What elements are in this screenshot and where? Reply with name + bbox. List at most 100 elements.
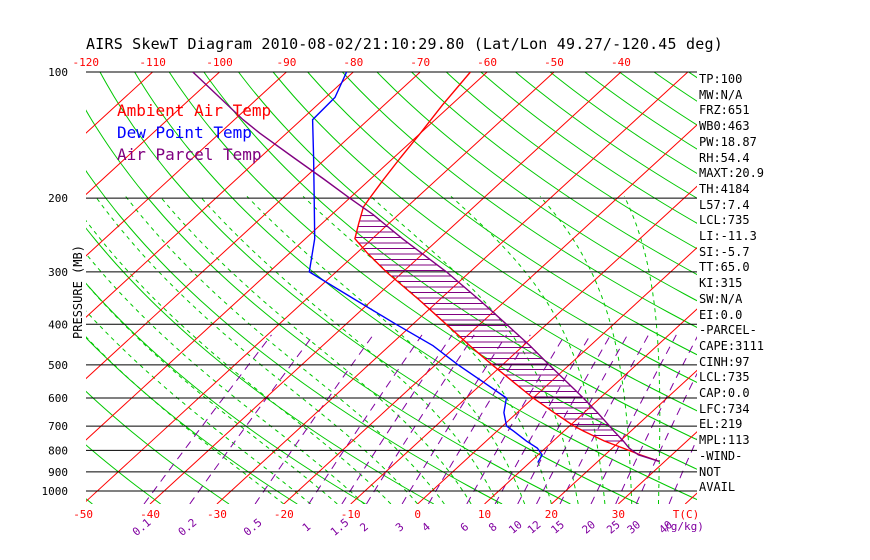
bottom-temp-tick-label: 30	[612, 508, 625, 521]
isotherm-line	[86, 72, 287, 257]
stat-item: CINH:97	[699, 354, 750, 369]
isotherm-line	[0, 72, 19, 504]
mixing-ratio-label: 0.5	[241, 516, 265, 539]
mixing-ratio-label: 8	[486, 520, 499, 534]
moist-adiabat-line	[86, 219, 392, 504]
dry-adiabat-line	[168, 72, 697, 470]
mixing-ratio-label: 20	[580, 518, 599, 536]
isotherm-line	[86, 72, 555, 503]
dry-adiabat-line	[99, 72, 639, 504]
mixing-ratio-line	[536, 334, 628, 504]
mixing-ratio-line	[189, 334, 314, 504]
isotherm-line	[86, 72, 488, 441]
isotherm-line	[86, 72, 220, 196]
stat-item: EI:0.0	[699, 307, 743, 322]
stat-item: FRZ:651	[699, 103, 750, 118]
stat-item: SI:-5.7	[699, 244, 750, 259]
isotherm-line	[484, 308, 697, 504]
top-temp-tick-label: -120	[72, 56, 99, 69]
stat-item: -PARCEL-	[699, 323, 757, 338]
mixing-ratio-line	[341, 334, 453, 504]
bottom-temp-tick-label: 10	[478, 508, 491, 521]
isotherm-line	[283, 124, 697, 504]
mixing-ratio-line	[365, 334, 475, 504]
dry-adiabat-line	[342, 72, 697, 329]
top-temp-tick-label: -50	[544, 56, 564, 69]
dry-adiabat-line	[584, 72, 697, 150]
dry-adiabat-line	[411, 72, 697, 276]
pressure-tick-label: 400	[48, 318, 68, 331]
stat-item: MPL:113	[699, 433, 750, 448]
stat-item: LCL:735	[699, 213, 750, 228]
stat-item: LCL:735	[699, 370, 750, 385]
isotherm-line	[417, 247, 697, 504]
dry-adiabat-line	[480, 72, 697, 224]
stat-item: SW:N/A	[699, 291, 743, 306]
mixing-ratio-line	[466, 334, 566, 504]
legend-item-parcel: Air Parcel Temp	[117, 145, 262, 164]
stat-item: TT:65.0	[699, 260, 750, 275]
mixing-ratio-label: 2	[357, 520, 370, 534]
legend-item-ambient: Ambient Air Temp	[117, 101, 272, 120]
stat-item: WB0:463	[699, 119, 750, 134]
stat-item: RH:54.4	[699, 150, 750, 165]
ambient-temp-line	[354, 72, 660, 463]
dry-adiabat-line	[203, 72, 697, 441]
pressure-tick-label: 300	[48, 266, 68, 279]
dry-adiabat-line	[86, 170, 503, 504]
mixing-ratio-label: 12	[525, 518, 544, 536]
top-temp-tick-label: -60	[477, 56, 497, 69]
stat-item: MAXT:20.9	[699, 166, 765, 181]
stat-item: L57:7.4	[699, 197, 750, 212]
mixing-ratio-unit-label: (g/kg)	[664, 520, 704, 533]
moist-adiabat-line	[86, 310, 311, 504]
pressure-tick-label: 100	[48, 66, 68, 79]
mixing-ratio-line	[517, 334, 612, 504]
mixing-ratio-line	[615, 336, 697, 504]
stat-item: NOT	[699, 464, 721, 479]
mixing-ratio-line	[401, 334, 507, 504]
pressure-tick-label: 200	[48, 192, 68, 205]
stat-item: KI:315	[699, 276, 743, 291]
mixing-ratio-label: 30	[625, 518, 644, 536]
isotherm-line	[617, 431, 697, 504]
isotherm-line	[149, 72, 622, 504]
mixing-ratio-line	[143, 334, 272, 504]
stat-item: TH:4184	[699, 181, 750, 196]
mixing-ratio-label: 0.2	[176, 516, 200, 539]
legend: Ambient Air Temp Dew Point Temp Air Parc…	[117, 100, 271, 166]
mixing-ratio-line	[635, 372, 697, 504]
isotherm-line	[216, 72, 689, 504]
pressure-tick-label: 600	[48, 392, 68, 405]
parcel-line	[192, 72, 660, 463]
mixing-ratio-label: 10	[506, 518, 525, 536]
dry-adiabat-line	[549, 72, 697, 175]
moist-adiabat-line	[539, 196, 633, 504]
dry-adiabat-line	[86, 337, 298, 504]
isotherm-line	[350, 185, 697, 504]
stat-item: TP:100	[699, 72, 743, 86]
isotherm-line	[551, 369, 697, 504]
top-temp-tick-label: -80	[343, 56, 363, 69]
background-grid	[0, 72, 870, 504]
sounding-profiles	[192, 72, 660, 463]
top-temp-tick-label: -90	[276, 56, 296, 69]
isobar-lines	[86, 71, 697, 492]
dry-adiabat-line	[134, 72, 697, 501]
pressure-tick-label: 900	[48, 466, 68, 479]
legend-item-dewpoint: Dew Point Temp	[117, 123, 252, 142]
pressure-tick-label: 500	[48, 359, 68, 372]
mixing-ratio-line	[494, 334, 591, 504]
moist-adiabat-line	[86, 336, 285, 504]
top-temp-tick-label: -100	[206, 56, 233, 69]
isotherm-line	[86, 72, 421, 380]
stat-item: EL:219	[699, 417, 743, 432]
mixing-ratio-label: 3	[393, 520, 406, 534]
chart-title: AIRS SkewT Diagram 2010-08-02/21:10:29.8…	[86, 35, 723, 53]
dry-adiabat-line	[272, 72, 697, 384]
moist-adiabat-line	[450, 196, 606, 504]
temp-unit-label: T(C)	[673, 508, 700, 521]
isotherm-line	[752, 72, 870, 504]
dry-adiabat-line	[376, 72, 697, 302]
